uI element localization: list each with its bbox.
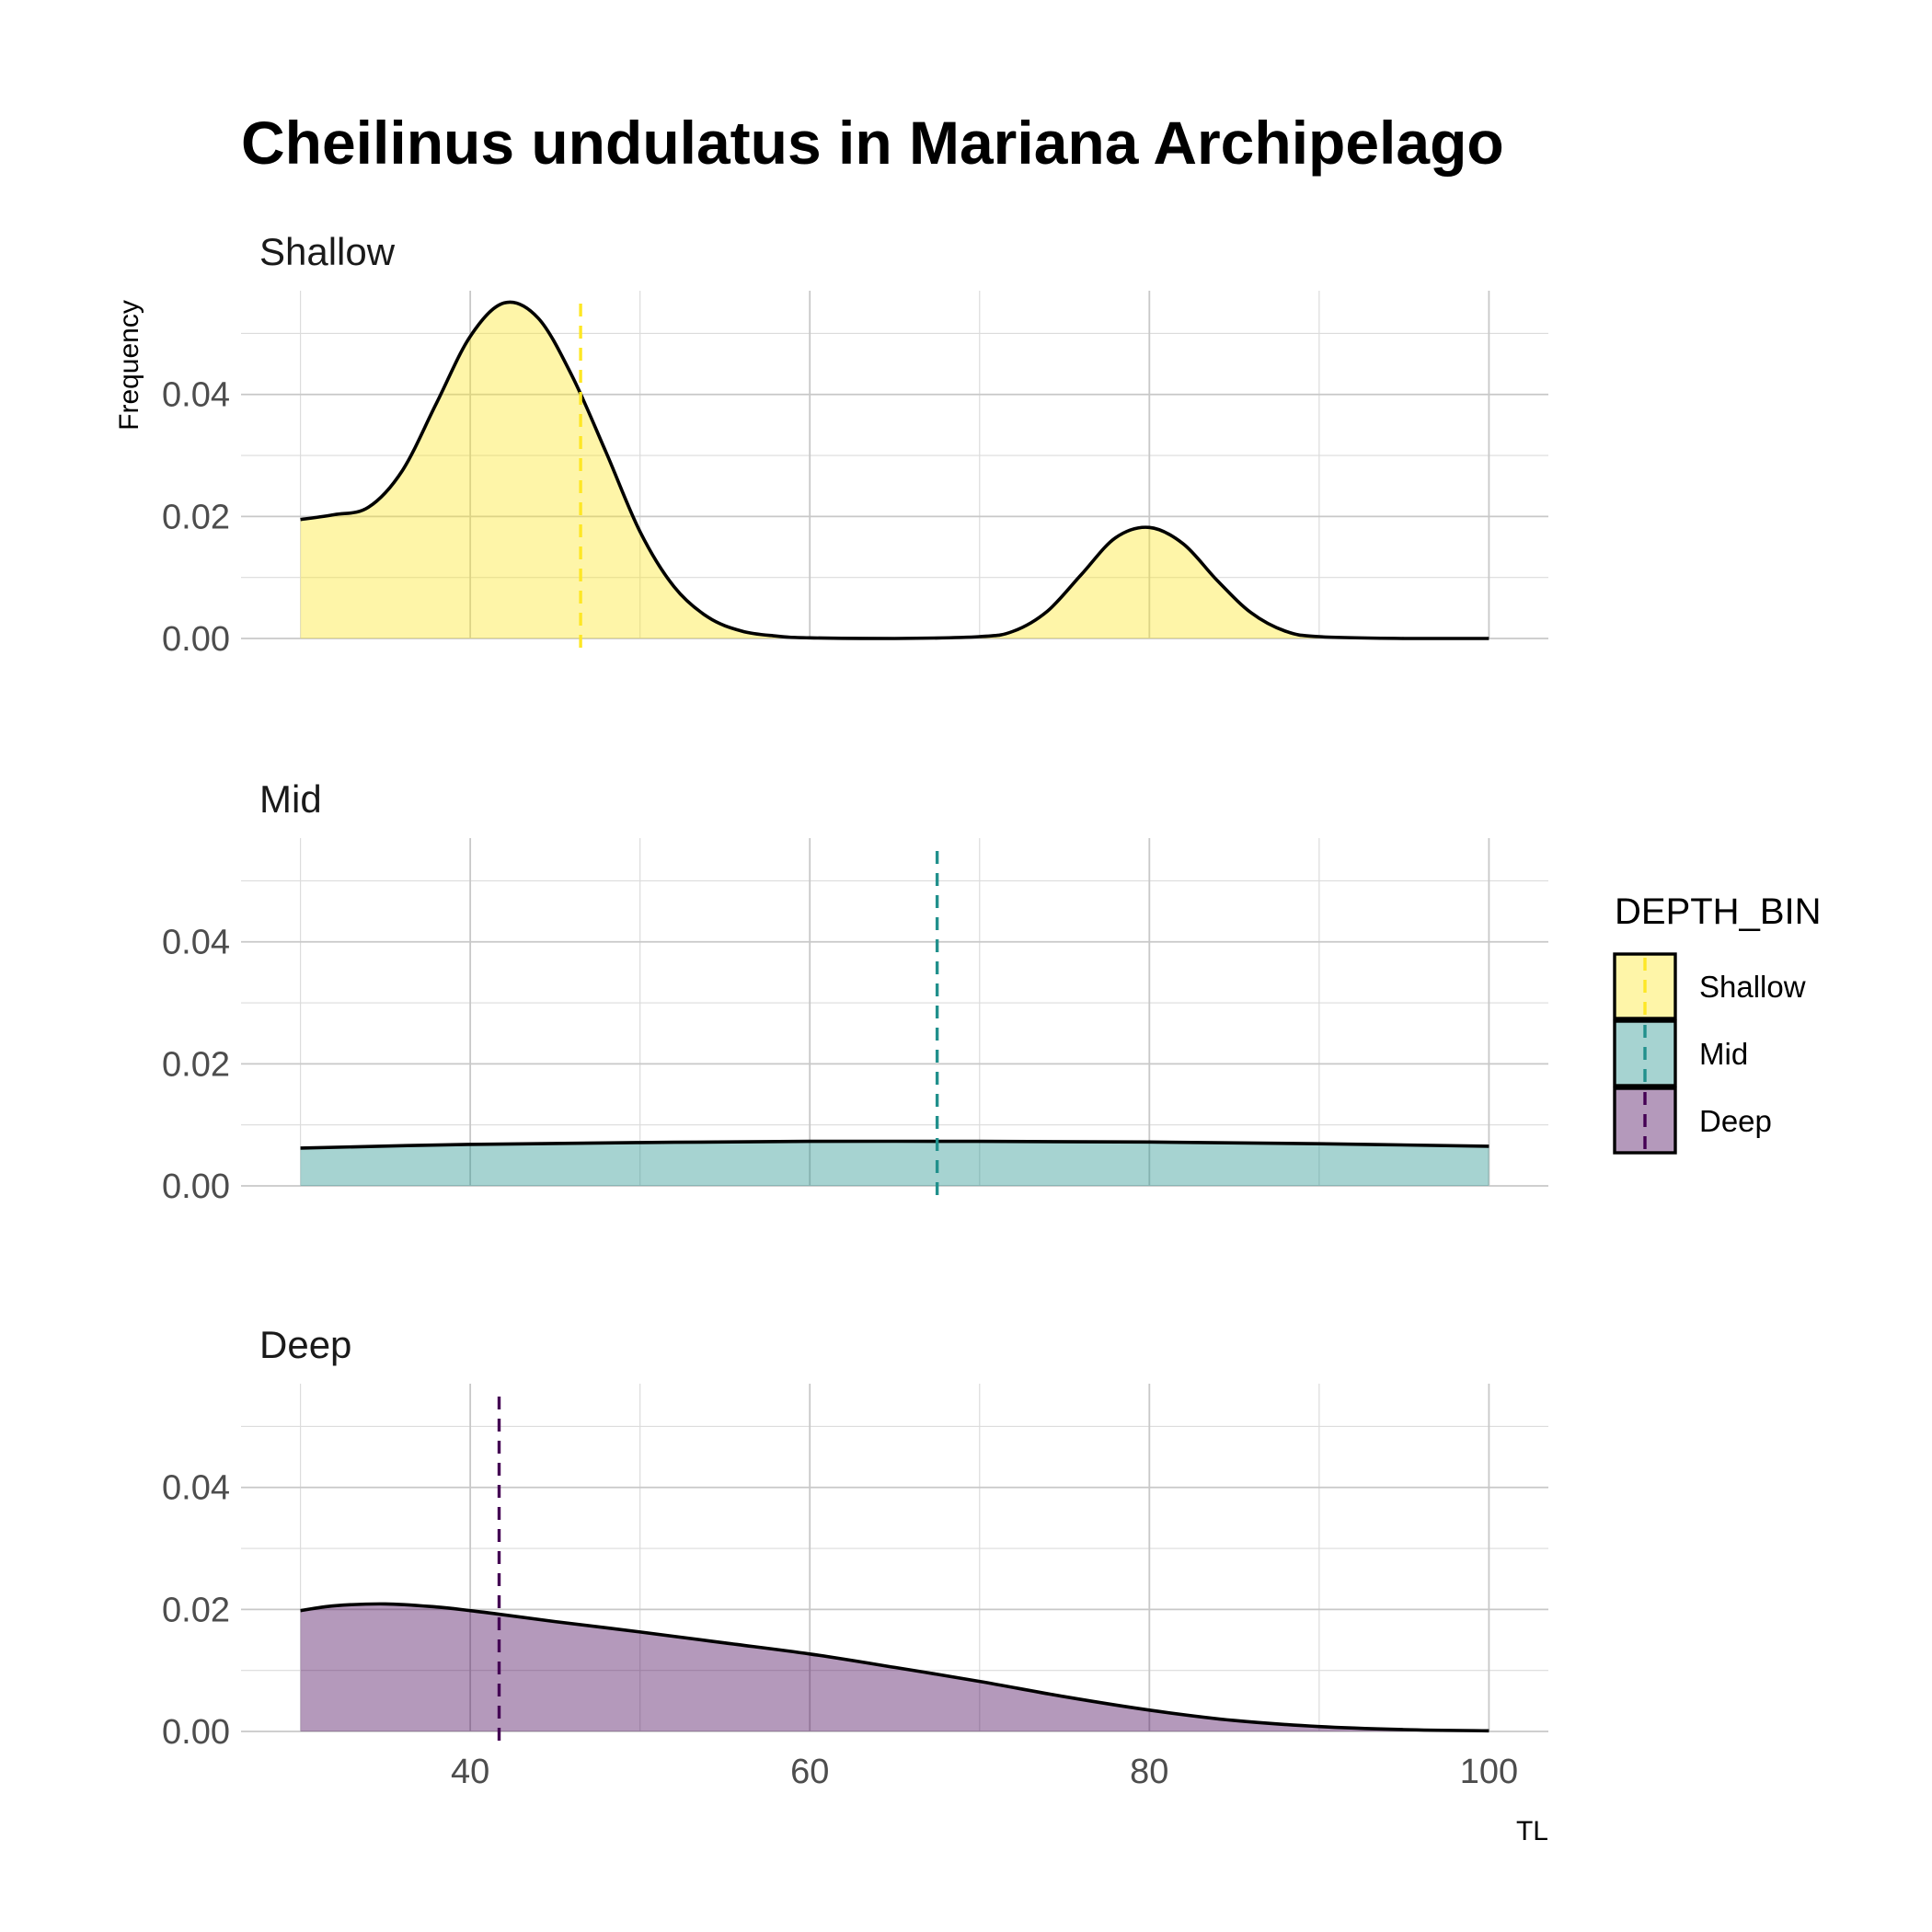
x-tick-label: 60 <box>790 1753 829 1791</box>
facet-shallow: Shallow 0.00 0.02 0.04 <box>162 230 1548 659</box>
y-tick-label: 0.02 <box>162 1591 230 1629</box>
legend-item-mid: Mid <box>1613 1019 1748 1087</box>
y-tick-label: 0.04 <box>162 924 230 962</box>
y-tick-label: 0.02 <box>162 498 230 536</box>
facet-label-shallow: Shallow <box>259 230 396 273</box>
y-tick-label: 0.04 <box>162 376 230 415</box>
density-line-deep <box>300 1602 1489 1733</box>
x-tick-label: 80 <box>1130 1753 1168 1791</box>
y-tick-label: 0.04 <box>162 1469 230 1508</box>
density-line-mid <box>300 1139 1489 1150</box>
y-axis-title: Frequency <box>114 300 144 431</box>
y-tick-label: 0.02 <box>162 1045 230 1084</box>
x-tick-label: 100 <box>1460 1753 1518 1791</box>
legend-label-shallow: Shallow <box>1699 970 1806 1004</box>
y-tick-label: 0.00 <box>162 1713 230 1752</box>
legend: Shallow Mid Deep <box>1613 952 1806 1155</box>
facet-label-deep: Deep <box>259 1323 351 1366</box>
facet-mid: Mid 0.00 0.02 0.04 <box>162 777 1548 1206</box>
chart-title: Cheilinus undulatus in Mariana Archipela… <box>241 109 1504 177</box>
facet-deep: Deep 0.00 0.02 0.04 40 60 80 100 <box>162 1323 1548 1791</box>
legend-label-mid: Mid <box>1699 1037 1748 1071</box>
density-line-shallow <box>300 300 1489 640</box>
facet-label-mid: Mid <box>259 777 322 821</box>
density-area-mid <box>300 1141 1489 1186</box>
legend-item-shallow: Shallow <box>1613 952 1806 1020</box>
density-area-shallow <box>300 302 1489 638</box>
legend-label-deep: Deep <box>1699 1104 1772 1138</box>
legend-item-deep: Deep <box>1613 1087 1772 1155</box>
x-tick-label: 40 <box>451 1753 489 1791</box>
x-axis-title: TL <box>1516 1816 1548 1846</box>
y-tick-label: 0.00 <box>162 1167 230 1206</box>
legend-title: DEPTH_BIN <box>1615 891 1822 932</box>
y-tick-label: 0.00 <box>162 620 230 659</box>
